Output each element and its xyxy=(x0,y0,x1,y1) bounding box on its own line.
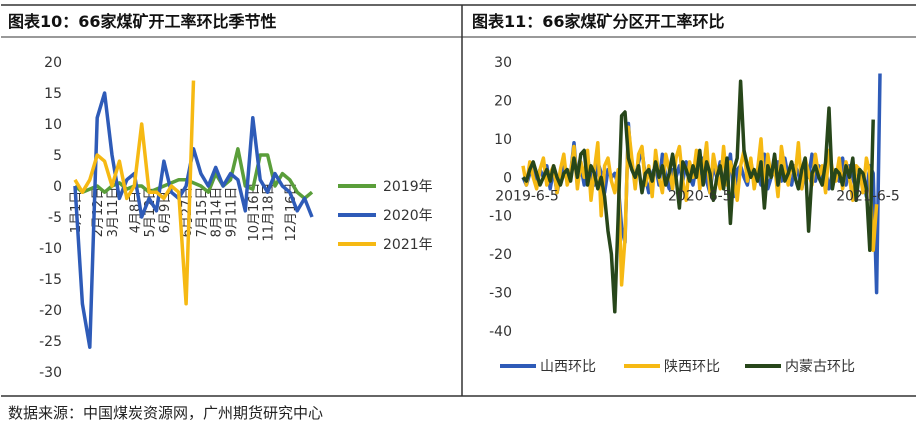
chart-1-title: 图表10：66家煤矿开工率环比季节性 xyxy=(8,12,277,31)
y-tick-label: -15 xyxy=(39,272,62,288)
x-tick-label: 5月12日 xyxy=(143,187,158,238)
y-tick-label: -30 xyxy=(39,365,62,381)
y-tick-label: 20 xyxy=(494,93,512,109)
y-tick-label: 0 xyxy=(503,170,512,186)
y-tick-label: 15 xyxy=(44,86,62,102)
chart-1-x-axis: 1月1日 2月12日 3月11日 4月8日 5月12日 6月9日 6月27日 7月15日 8月1… xyxy=(69,182,299,241)
y-tick-label: 10 xyxy=(44,117,62,133)
x-tick-label: 2019-6-5 xyxy=(495,188,559,204)
chart-2-title: 图表11：66家煤矿分区开工率环比 xyxy=(472,12,725,31)
x-tick-label: 2020-6-5 xyxy=(668,188,732,204)
legend-label: 2021年 xyxy=(383,237,433,253)
y-tick-label: -20 xyxy=(489,247,512,263)
x-tick-label: 11月18日 xyxy=(262,182,277,241)
chart-1-y-axis: 20 15 10 5 0 -5 -10 -15 -20 -25 -30 xyxy=(39,55,62,381)
y-tick-label: -10 xyxy=(39,241,62,257)
x-tick-label: 2021-6-5 xyxy=(836,188,900,204)
y-tick-label: -40 xyxy=(489,324,512,340)
legend-label: 内蒙古环比 xyxy=(785,359,855,375)
chart-2-x-axis: 2019-6-5 2020-6-5 2021-6-5 xyxy=(495,188,900,204)
x-tick-label: 6月9日 xyxy=(158,191,173,234)
chart-2-plot-area xyxy=(521,73,882,314)
x-tick-label: 7月15日 xyxy=(195,187,210,238)
y-tick-label: 10 xyxy=(494,132,512,148)
legend-label: 2019年 xyxy=(383,179,433,195)
chart-2-y-axis: 30 20 10 0 -10 -20 -30 -40 xyxy=(489,55,512,340)
series-line-2021年 xyxy=(73,80,196,306)
x-tick-label: 10月16日 xyxy=(247,182,262,241)
series-line-2020年 xyxy=(73,91,314,349)
y-tick-label: -25 xyxy=(39,334,62,350)
chart-2-legend: 山西环比 陕西环比 内蒙古环比 xyxy=(500,359,855,375)
y-tick-label: -30 xyxy=(489,286,512,302)
y-tick-label: -20 xyxy=(39,303,62,319)
legend-label: 2020年 xyxy=(383,208,433,224)
y-tick-label: 0 xyxy=(53,179,62,195)
y-tick-label: -10 xyxy=(489,209,512,225)
x-tick-label: 12月16日 xyxy=(284,182,299,241)
x-tick-label: 3月11日 xyxy=(106,187,121,238)
series-line-内蒙古环比 xyxy=(521,79,875,314)
chart-1-plot-area xyxy=(73,80,314,349)
y-tick-label: 20 xyxy=(44,55,62,71)
legend-label: 陕西环比 xyxy=(664,359,720,375)
x-tick-label: 9月11日 xyxy=(225,187,240,238)
y-tick-label: 30 xyxy=(494,55,512,71)
y-tick-label: 5 xyxy=(53,148,62,164)
y-tick-label: -5 xyxy=(48,210,62,226)
source-note: 数据来源：中国煤炭资源网，广州期货研究中心 xyxy=(8,404,323,422)
legend-label: 山西环比 xyxy=(540,359,596,375)
chart-1-legend: 2019年 2020年 2021年 xyxy=(338,179,433,253)
x-tick-label: 8月14日 xyxy=(210,187,225,238)
